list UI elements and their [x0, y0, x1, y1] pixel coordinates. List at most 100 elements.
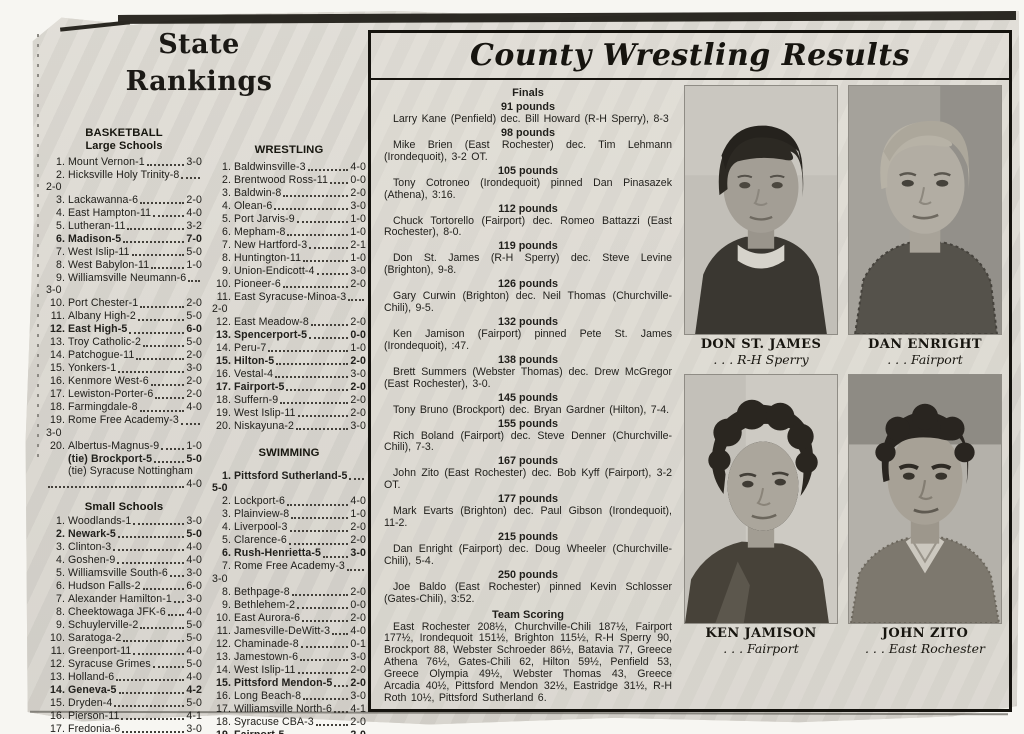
team-name: Dryden-4 [68, 696, 113, 709]
ranking-row: 1. Mount Vernon-1 3-0 [46, 155, 202, 168]
team-name: Clarence-6 [234, 534, 287, 547]
team-record: 1-0 [186, 439, 202, 452]
ranking-row: 17. Lewiston-Porter-6 2-0 [46, 388, 202, 401]
dot-leader [131, 245, 185, 257]
ranking-row: 1. Baldwinsville-3 4-0 [212, 160, 366, 173]
ranking-number: 12. [49, 323, 65, 336]
team-record: 5-0 [186, 246, 202, 258]
caption-dan-enright: DAN ENRIGHT . . . Fairport [848, 335, 1002, 372]
dot-leader [137, 310, 185, 321]
ranking-row: 12. Chaminade-8 0-1 [212, 637, 366, 650]
team-record: 4-1 [350, 702, 366, 715]
team-record: 2-0 [350, 663, 366, 676]
bout-result: Chuck Tortorello (Fairport) dec. Romeo B… [384, 214, 672, 239]
dot-leader [180, 414, 200, 425]
team-record: 5-0 [186, 657, 202, 670]
ranking-row: 11. Albany High-2 5-0 [46, 310, 202, 323]
team-record: 4-0 [186, 553, 202, 566]
dot-leader [133, 644, 185, 656]
state-rankings-title-line2: Rankings [125, 66, 273, 97]
ranking-row: 7. West Islip-11 5-0 [46, 245, 202, 258]
dot-leader [332, 624, 349, 635]
dot-leader [329, 173, 349, 184]
ranking-row: 7. Rome Free Academy-3 3-0 [212, 560, 366, 585]
team-name: Greenport-11 [68, 644, 132, 657]
ranking-row: 5. Clarence-6 2-0 [212, 534, 366, 547]
ranking-number: 14. [215, 342, 231, 354]
team-record: 3-0 [46, 426, 62, 439]
bout-weight-class: 132 pounds [498, 315, 558, 328]
team-name: Holland-6 [68, 670, 115, 683]
team-record: 2-0 [350, 729, 366, 734]
team-record: 1-0 [350, 251, 366, 264]
ranking-number: 13. [49, 336, 65, 349]
team-name: Huntington-11 [234, 251, 302, 264]
team-record: 1-0 [186, 259, 202, 271]
team-record: 5-0 [186, 618, 202, 631]
bout-result: John Zito (East Rochester) dec. Bob Kyff… [384, 467, 672, 492]
bout-weight-class: 155 pounds [498, 417, 558, 430]
dot-leader [310, 315, 349, 327]
ranking-row: 18. Farmingdale-8 4-0 [46, 401, 202, 414]
dot-leader [287, 495, 349, 506]
team-record: 3-0 [350, 420, 366, 432]
team-record: 2-0 [186, 388, 202, 401]
dot-leader [153, 206, 185, 218]
team-name: Chaminade-8 [234, 637, 299, 650]
ranking-number: 14. [215, 663, 231, 676]
team-record: 1-0 [350, 508, 366, 521]
ranking-number: 4. [55, 553, 65, 566]
ranking-row: 5. Lutheran-11 3-2 [46, 219, 202, 232]
ranking-number: 1. [221, 160, 231, 173]
ranking-number: 11. [50, 644, 65, 657]
dot-leader [283, 186, 349, 197]
bout: 250 pounds Joe Baldo (East Rochester) pi… [384, 569, 672, 606]
bout-result: Tony Cotroneo (Irondequoit) pinned Dan P… [384, 176, 672, 201]
dot-leader [288, 534, 349, 545]
county-wrestling-results-box: County Wrestling Results Finals 91 pound… [368, 30, 1012, 712]
bout-weight-class: 250 pounds [498, 568, 558, 581]
dot-leader [280, 393, 349, 405]
ranking-row: 11. East Syracuse-Minoa-3 2-0 [212, 290, 366, 315]
dot-leader [181, 168, 200, 179]
team-name: Goshen-9 [68, 553, 116, 566]
ranking-row: 9. Williamsville Neumann-6 3-0 [46, 271, 202, 296]
team-record: 0-0 [350, 598, 366, 611]
dot-leader [140, 618, 185, 630]
team-name: Pioneer-6 [234, 277, 281, 290]
ranking-row: 7. Alexander Hamilton-1 3-0 [46, 592, 202, 605]
dot-leader [150, 375, 185, 386]
dot-leader [154, 452, 185, 463]
ranking-number: 3. [221, 186, 231, 199]
team-name: East Meadow-8 [234, 316, 309, 328]
team-record: 0-1 [350, 637, 366, 650]
ranking-number: 12. [215, 316, 231, 328]
team-record: 4-0 [186, 540, 202, 553]
ranking-row: 19. Fairport-5 2-0 [212, 728, 366, 734]
bout-result: Rich Boland (Fairport) dec. Steve Denner… [384, 429, 672, 454]
finals-results-column: Finals 91 pounds Larry Kane (Penfield) d… [371, 80, 677, 709]
photo-john-zito [848, 374, 1002, 624]
team-name: West Babylon-11 [68, 259, 150, 271]
ranking-number: 13. [49, 670, 65, 683]
ranking-number: 16. [215, 368, 231, 380]
ranking-number: 19. [212, 729, 231, 734]
bout-result: Joe Baldo (East Rochester) pinned Kevin … [384, 580, 672, 605]
team-record: 6-0 [186, 579, 202, 592]
caption-john-zito: JOHN ZITO . . . East Rochester [848, 624, 1002, 661]
dot-leader [161, 439, 185, 450]
ranking-number: 5. [55, 220, 65, 232]
ranking-number: 2. [221, 495, 231, 508]
team-name: Schuylerville-2 [68, 618, 139, 631]
finals-heading: Finals [512, 87, 544, 99]
ranking-row: 14. Peru-7 1-0 [212, 341, 366, 354]
team-name: Farmingdale-8 [68, 401, 138, 414]
state-rankings-title: State Rankings [34, 26, 364, 100]
team-name: Albany High-2 [68, 310, 136, 323]
ranking-row: 5. Williamsville South-6 3-0 [46, 566, 202, 579]
ranking-number: 3. [55, 194, 65, 206]
ranking-row: 1. Pittsford Sutherland-5 5-0 [212, 469, 366, 494]
ranking-row: 12. Syracuse Grimes 5-0 [46, 657, 202, 670]
team-name: East Syracuse-Minoa-3 [234, 290, 347, 303]
ranking-number: 9. [221, 598, 231, 611]
